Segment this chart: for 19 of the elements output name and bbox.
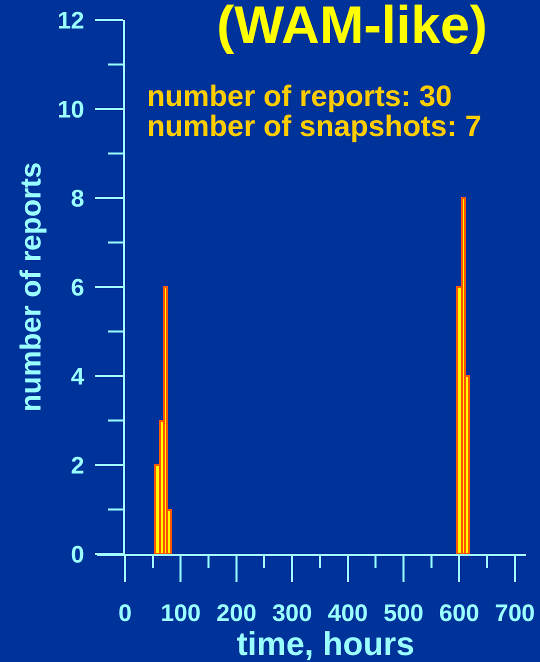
y-tick-label: 6 [70,274,84,302]
annotation: number of reports: 30 [147,80,452,113]
x-tick-label: 700 [494,600,535,627]
y-tick-label: 0 [70,541,84,568]
x-tick-label: 100 [160,600,201,627]
y-tick-label: 2 [70,452,84,480]
y-tick-label: 8 [70,185,84,212]
x-tick-label: 600 [439,600,480,627]
y-tick-label: 4 [70,363,85,390]
y-tick-label: 10 [57,96,84,124]
chart-title: (WAM-like) [216,0,488,56]
y-tick-label: 12 [57,7,84,34]
x-tick-label: 200 [216,600,256,627]
x-axis-title: time, hours [236,625,414,662]
y-axis-title: number of reports [15,162,48,412]
x-tick-label: 0 [118,600,132,627]
x-tick-label: 500 [383,600,424,627]
x-tick-label: 400 [328,600,368,627]
x-tick-label: 300 [272,600,312,627]
